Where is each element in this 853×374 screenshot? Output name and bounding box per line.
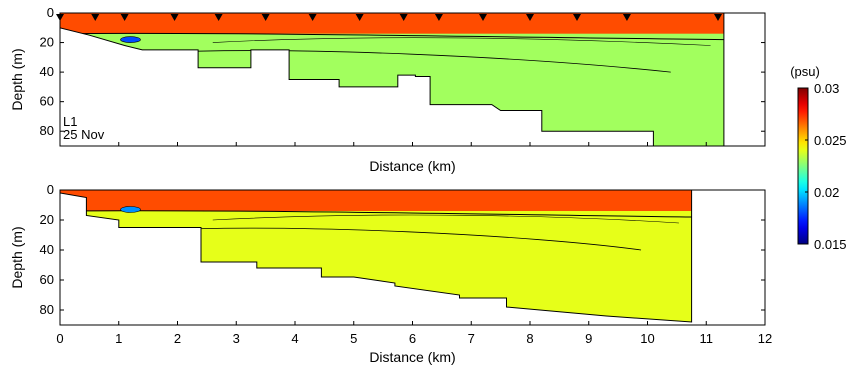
colorbar-scale <box>797 87 809 245</box>
station-marker <box>573 14 581 21</box>
contour-line <box>212 37 711 46</box>
y-tick-label: 0 <box>47 5 54 20</box>
x-tick-label: 0 <box>56 331 63 346</box>
y-tick-label: 80 <box>40 123 54 138</box>
station-marker <box>261 14 270 21</box>
station-marker <box>91 14 100 21</box>
x-axis-label: Distance (km) <box>369 349 455 365</box>
station-marker <box>479 14 487 21</box>
y-tick-label: 40 <box>40 64 54 79</box>
x-tick-label: 2 <box>174 331 181 346</box>
station-marker <box>355 14 364 21</box>
y-tick-label: 80 <box>40 302 54 317</box>
x-tick-label: 6 <box>409 331 416 346</box>
station-marker <box>120 14 129 21</box>
low-salinity-pocket <box>120 36 141 43</box>
x-tick-label: 9 <box>585 331 592 346</box>
colorbar-tick-label: 0.015 <box>814 237 847 252</box>
station-marker <box>399 14 408 21</box>
station-marker <box>714 14 722 21</box>
x-tick-label: 7 <box>468 331 475 346</box>
low-salinity-pocket <box>120 206 141 213</box>
x-tick-label: 8 <box>526 331 533 346</box>
x-tick-label: 10 <box>640 331 654 346</box>
station-marker <box>434 14 443 21</box>
station-marker <box>170 14 179 21</box>
x-tick-label: 11 <box>700 331 714 346</box>
colorbar-tick-label: 0.025 <box>814 133 847 148</box>
y-axis-label: Depth (m) <box>9 48 25 110</box>
section-outline <box>59 190 693 323</box>
section-outline <box>59 13 725 147</box>
y-tick-label: 0 <box>47 182 54 197</box>
y-tick-label: 60 <box>40 94 54 109</box>
station-marker <box>622 14 631 21</box>
surface-band <box>60 190 692 211</box>
contour-line <box>148 50 671 73</box>
salinity-field <box>60 13 724 146</box>
colorbar-tick-label: 0.03 <box>814 81 839 96</box>
x-axis-label: Distance (km) <box>369 158 455 174</box>
contour-line <box>212 214 679 224</box>
y-tick-label: 20 <box>40 212 54 227</box>
x-tick-label: 12 <box>758 331 772 346</box>
y-tick-label: 40 <box>40 242 54 257</box>
station-marker <box>308 14 317 21</box>
surface-band <box>60 13 724 34</box>
colorbar-label: (psu) <box>790 64 820 79</box>
x-tick-label: 5 <box>350 331 357 346</box>
panel-annotation: 25 Nov <box>63 127 105 142</box>
y-axis-label: Depth (m) <box>9 226 25 288</box>
y-tick-label: 20 <box>40 35 54 50</box>
x-tick-label: 4 <box>291 331 298 346</box>
x-tick-label: 1 <box>115 331 122 346</box>
colorbar-tick-label: 0.02 <box>814 185 839 200</box>
contour-line <box>148 227 642 251</box>
colorbar: (psu) 0.015 0.02 0.025 0.03 <box>790 64 846 252</box>
x-tick-label: 3 <box>233 331 240 346</box>
y-tick-label: 60 <box>40 272 54 287</box>
contour-line <box>60 32 724 41</box>
panel-annotation: L1 <box>63 114 77 129</box>
station-marker <box>56 14 64 21</box>
salinity-field <box>60 190 692 322</box>
station-marker <box>214 14 223 21</box>
station-marker <box>526 14 534 21</box>
